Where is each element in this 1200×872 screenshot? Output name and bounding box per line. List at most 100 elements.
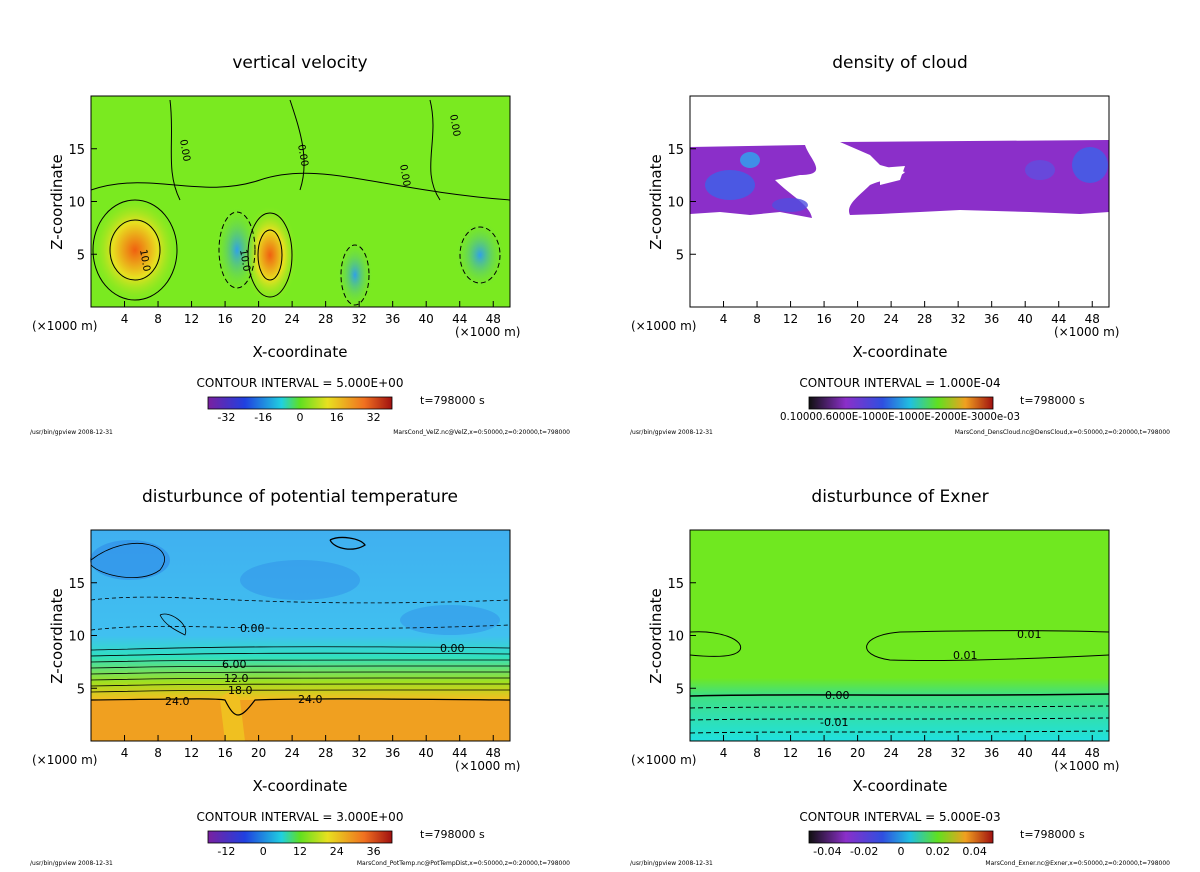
y-tick-label: 5 [77, 682, 85, 697]
x-axis-label: X-coordinate [253, 777, 348, 795]
x-unit-left: (×1000 m) [32, 319, 97, 333]
x-tick-label: 20 [850, 746, 865, 760]
x-unit-left: (×1000 m) [631, 753, 696, 767]
x-tick-label: 28 [917, 312, 932, 326]
y-axis-label: Z-coordinate [647, 154, 665, 249]
x-tick-label: 8 [154, 312, 162, 326]
colorbar-ticks: -32 -16 0 16 32 [217, 411, 380, 424]
cloud-dense [1025, 160, 1055, 180]
x-ticks: 4 8 12 16 20 24 28 32 36 40 44 48 [121, 735, 501, 760]
program-date: 2008-12-31 [78, 429, 113, 436]
x-tick-label: 4 [121, 746, 129, 760]
x-tick-label: 40 [1018, 312, 1033, 326]
x-tick-label: 16 [816, 746, 831, 760]
source-file: MarsCond_Exner.nc@Exner,x=0:50000,z=0:20… [985, 860, 1170, 867]
colorbar-tick-label: 16 [330, 411, 344, 424]
x-unit-right: (×1000 m) [455, 759, 520, 773]
x-ticks: 4 8 12 16 20 24 28 32 36 40 44 48 [720, 301, 1100, 326]
x-tick-label: 24 [883, 312, 898, 326]
x-unit-right: (×1000 m) [455, 325, 520, 339]
contour-interval: CONTOUR INTERVAL = 1.000E-04 [799, 376, 1000, 390]
program-date: 2008-12-31 [78, 860, 113, 867]
contour-label: 18.0 [228, 684, 253, 697]
x-tick-label: 48 [486, 312, 501, 326]
x-tick-label: 44 [1051, 312, 1066, 326]
colorbar-tick-label: 32 [367, 411, 381, 424]
source-file: MarsCond_DensCloud.nc@DensCloud,x=0:5000… [955, 429, 1170, 436]
colorbar-tick-label: 12 [293, 845, 307, 858]
contour-label: 0.00 [447, 114, 462, 138]
x-tick-label: 12 [184, 312, 199, 326]
field-anomaly [90, 195, 180, 305]
colorbar-tick-label: -32 [217, 411, 235, 424]
y-tick-label: 5 [676, 248, 684, 263]
field-anomaly [337, 240, 373, 310]
colorbar-tick-label: -0.04 [813, 845, 841, 858]
x-tick-label: 48 [1085, 312, 1100, 326]
plot-area [690, 530, 1109, 741]
y-tick-label: 10 [68, 196, 85, 211]
x-tick-label: 28 [917, 746, 932, 760]
x-tick-label: 24 [284, 312, 299, 326]
x-tick-label: 24 [284, 746, 299, 760]
colorbar-ticks: -12 0 12 24 36 [217, 845, 380, 858]
x-tick-label: 20 [251, 746, 266, 760]
x-tick-label: 36 [984, 312, 999, 326]
x-tick-label: 4 [121, 312, 129, 326]
field-anomaly [240, 560, 360, 600]
colorbar-tick-label: 24 [330, 845, 344, 858]
contour-label: 0.00 [440, 642, 465, 655]
contour-interval: CONTOUR INTERVAL = 5.000E+00 [197, 376, 404, 390]
x-tick-label: 44 [452, 312, 467, 326]
x-tick-label: 20 [850, 312, 865, 326]
x-tick-label: 48 [486, 746, 501, 760]
y-ticks: 5 10 15 [667, 143, 696, 263]
contour-label: 6.00 [222, 658, 247, 671]
contour-label: 12.0 [224, 672, 249, 685]
program-date: 2008-12-31 [678, 429, 713, 436]
x-tick-label: 8 [753, 312, 761, 326]
y-ticks: 5 10 15 [68, 143, 97, 263]
colorbar [808, 830, 994, 844]
contour-label: 10.0 [237, 249, 252, 273]
field-anomaly [455, 220, 505, 290]
contour-interval: CONTOUR INTERVAL = 3.000E+00 [197, 810, 404, 824]
field-anomaly [90, 540, 170, 580]
y-tick-label: 10 [68, 630, 85, 645]
colorbar-tick-label: -12 [217, 845, 235, 858]
x-tick-label: 28 [318, 746, 333, 760]
colorbar-tick-label: 0.04 [962, 845, 987, 858]
x-tick-label: 40 [419, 312, 434, 326]
x-unit-left: (×1000 m) [631, 319, 696, 333]
colorbar-tick-label: -16 [254, 411, 272, 424]
colorbar-tick-label: 0.10000.6000E-1000E-1000E-2000E-3000e-03 [780, 410, 1020, 423]
panel-exner: disturbunce of Exner 0.01 0.01 0.00 -0.0… [630, 487, 1170, 867]
x-axis-label: X-coordinate [853, 343, 948, 361]
x-unit-left: (×1000 m) [32, 753, 97, 767]
time-label: t=798000 s [420, 828, 485, 841]
y-tick-label: 15 [667, 143, 684, 158]
chart-title: disturbunce of potential temperature [142, 487, 458, 507]
x-tick-label: 32 [951, 746, 966, 760]
colorbar-ticks: -0.04 -0.02 0 0.02 0.04 [813, 845, 987, 858]
warm-intrusion [220, 692, 245, 741]
y-tick-label: 10 [667, 196, 684, 211]
x-unit-right: (×1000 m) [1054, 759, 1119, 773]
time-label: t=798000 s [1020, 828, 1085, 841]
chart-title: density of cloud [832, 53, 968, 73]
program-path: /usr/bin/gpview [630, 860, 676, 867]
x-tick-label: 16 [217, 312, 232, 326]
field-anomaly [215, 205, 259, 295]
x-axis-label: X-coordinate [853, 777, 948, 795]
x-tick-label: 4 [720, 746, 728, 760]
colorbar-tick-label: 0 [260, 845, 267, 858]
source-file: MarsCond_VelZ.nc@VelZ,x=0:50000,z=0:2000… [393, 429, 570, 436]
y-axis-label: Z-coordinate [48, 154, 66, 249]
panel-potential-temperature: disturbunce of potential temperature 24.… [30, 487, 570, 867]
contour-lines [90, 536, 511, 716]
x-tick-label: 40 [419, 746, 434, 760]
cloud-region [840, 140, 1109, 215]
panel-vertical-velocity: vertical velocity 10.0 10.0 0.00 0.00 0.… [30, 53, 570, 436]
x-tick-label: 48 [1085, 746, 1100, 760]
y-tick-label: 5 [676, 682, 684, 697]
